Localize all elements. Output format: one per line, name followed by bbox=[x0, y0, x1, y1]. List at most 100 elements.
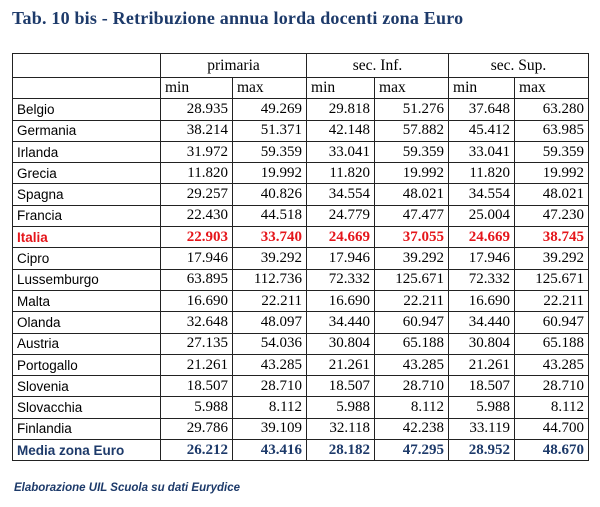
value-cell: 39.292 bbox=[514, 247, 590, 270]
value-cell: 48.021 bbox=[514, 183, 590, 206]
value-cell: 22.430 bbox=[160, 204, 233, 228]
salary-table: primaria sec. Inf. sec. Sup. min max min… bbox=[12, 53, 590, 462]
value-cell: 59.359 bbox=[514, 140, 590, 164]
value-cell: 63.895 bbox=[160, 268, 233, 291]
value-cell: 28.182 bbox=[306, 439, 376, 462]
subheader-cell: min bbox=[448, 76, 516, 100]
table-row: Grecia 11.820 19.992 11.820 19.992 11.820 19.9… bbox=[12, 162, 590, 185]
value-cell: 22.211 bbox=[514, 289, 590, 313]
value-cell: 19.992 bbox=[231, 162, 308, 185]
value-cell: 24.669 bbox=[448, 226, 516, 249]
value-cell: 21.261 bbox=[160, 353, 233, 377]
subheader-row: min max min max min max bbox=[12, 76, 590, 100]
country-cell: Cipro bbox=[12, 247, 161, 270]
value-cell: 28.710 bbox=[374, 375, 450, 398]
country-cell: Irlanda bbox=[12, 140, 161, 164]
value-cell: 125.671 bbox=[514, 268, 590, 291]
value-cell: 29.257 bbox=[160, 183, 233, 206]
value-cell: 5.988 bbox=[160, 396, 233, 419]
country-cell: Malta bbox=[12, 289, 161, 313]
value-cell: 34.554 bbox=[306, 183, 376, 206]
value-cell: 11.820 bbox=[160, 162, 233, 185]
subheader-cell: min bbox=[306, 76, 376, 100]
value-cell: 43.416 bbox=[231, 439, 308, 462]
country-cell: Portogallo bbox=[12, 353, 161, 377]
table-row: Germania 38.214 51.371 42.148 57.882 45.412 63… bbox=[12, 119, 590, 142]
value-cell: 17.946 bbox=[306, 247, 376, 270]
value-cell: 30.804 bbox=[448, 332, 516, 355]
subheader-cell: max bbox=[231, 76, 308, 100]
value-cell: 28.710 bbox=[231, 375, 308, 398]
table-row: Slovenia 18.507 28.710 18.507 28.710 18.507 28… bbox=[12, 375, 590, 398]
value-cell: 8.112 bbox=[514, 396, 590, 419]
value-cell: 72.332 bbox=[448, 268, 516, 291]
value-cell: 26.212 bbox=[160, 439, 233, 462]
value-cell: 5.988 bbox=[306, 396, 376, 419]
value-cell: 48.097 bbox=[231, 311, 308, 334]
table-row: Austria 27.135 54.036 30.804 65.188 30.804 65.… bbox=[12, 332, 590, 355]
value-cell: 45.412 bbox=[448, 119, 516, 142]
value-cell: 72.332 bbox=[306, 268, 376, 291]
value-cell: 18.507 bbox=[306, 375, 376, 398]
country-cell: Germania bbox=[12, 119, 161, 142]
group-header-row: primaria sec. Inf. sec. Sup. bbox=[12, 53, 590, 78]
value-cell: 44.518 bbox=[231, 204, 308, 228]
value-cell: 28.952 bbox=[448, 439, 516, 462]
value-cell: 18.507 bbox=[448, 375, 516, 398]
average-row: Media zona Euro 26.212 43.416 28.182 47.295 2… bbox=[12, 439, 590, 462]
value-cell: 33.119 bbox=[448, 417, 516, 441]
value-cell: 43.285 bbox=[514, 353, 590, 377]
value-cell: 54.036 bbox=[231, 332, 308, 355]
value-cell: 57.882 bbox=[374, 119, 450, 142]
page-title: Tab. 10 bis - Retribuzione annua lorda d… bbox=[12, 8, 464, 28]
value-cell: 44.700 bbox=[514, 417, 590, 441]
subheader-cell: min bbox=[160, 76, 233, 100]
header-blank-cell bbox=[12, 53, 161, 78]
value-cell: 21.261 bbox=[448, 353, 516, 377]
value-cell: 43.285 bbox=[231, 353, 308, 377]
table-row: Slovacchia 5.988 8.112 5.988 8.112 5.988 8.112 bbox=[12, 396, 590, 419]
value-cell: 49.269 bbox=[231, 98, 308, 121]
country-cell: Media zona Euro bbox=[12, 439, 161, 462]
table-row: Spagna 29.257 40.826 34.554 48.021 34.554 48.0… bbox=[12, 183, 590, 206]
value-cell: 16.690 bbox=[160, 289, 233, 313]
country-cell: Olanda bbox=[12, 311, 161, 334]
value-cell: 16.690 bbox=[306, 289, 376, 313]
subheader-cell: max bbox=[514, 76, 590, 100]
value-cell: 28.710 bbox=[514, 375, 590, 398]
value-cell: 125.671 bbox=[374, 268, 450, 291]
value-cell: 11.820 bbox=[306, 162, 376, 185]
value-cell: 51.276 bbox=[374, 98, 450, 121]
country-cell: Finlandia bbox=[12, 417, 161, 441]
value-cell: 42.238 bbox=[374, 417, 450, 441]
value-cell: 47.230 bbox=[514, 204, 590, 228]
country-cell: Francia bbox=[12, 204, 161, 228]
table-row: Cipro 17.946 39.292 17.946 39.292 17.946 39.29… bbox=[12, 247, 590, 270]
value-cell: 18.507 bbox=[160, 375, 233, 398]
value-cell: 27.135 bbox=[160, 332, 233, 355]
value-cell: 21.261 bbox=[306, 353, 376, 377]
value-cell: 24.779 bbox=[306, 204, 376, 228]
value-cell: 22.211 bbox=[374, 289, 450, 313]
value-cell: 112.736 bbox=[231, 268, 308, 291]
value-cell: 33.740 bbox=[231, 226, 308, 249]
value-cell: 47.295 bbox=[374, 439, 450, 462]
table-row: Belgio 28.935 49.269 29.818 51.276 37.648 63.2… bbox=[12, 98, 590, 121]
value-cell: 29.786 bbox=[160, 417, 233, 441]
value-cell: 48.021 bbox=[374, 183, 450, 206]
value-cell: 5.988 bbox=[448, 396, 516, 419]
group-header-primaria: primaria bbox=[159, 53, 308, 78]
value-cell: 8.112 bbox=[231, 396, 308, 419]
table-row: Francia 22.430 44.518 24.779 47.477 25.004 47.… bbox=[12, 204, 590, 228]
country-cell: Belgio bbox=[12, 98, 161, 121]
value-cell: 37.055 bbox=[374, 226, 450, 249]
value-cell: 32.648 bbox=[160, 311, 233, 334]
value-cell: 39.109 bbox=[231, 417, 308, 441]
country-cell: Spagna bbox=[12, 183, 161, 206]
value-cell: 11.820 bbox=[448, 162, 516, 185]
value-cell: 25.004 bbox=[448, 204, 516, 228]
value-cell: 33.041 bbox=[306, 140, 376, 164]
value-cell: 34.440 bbox=[448, 311, 516, 334]
value-cell: 37.648 bbox=[448, 98, 516, 121]
country-cell: Slovenia bbox=[12, 375, 161, 398]
